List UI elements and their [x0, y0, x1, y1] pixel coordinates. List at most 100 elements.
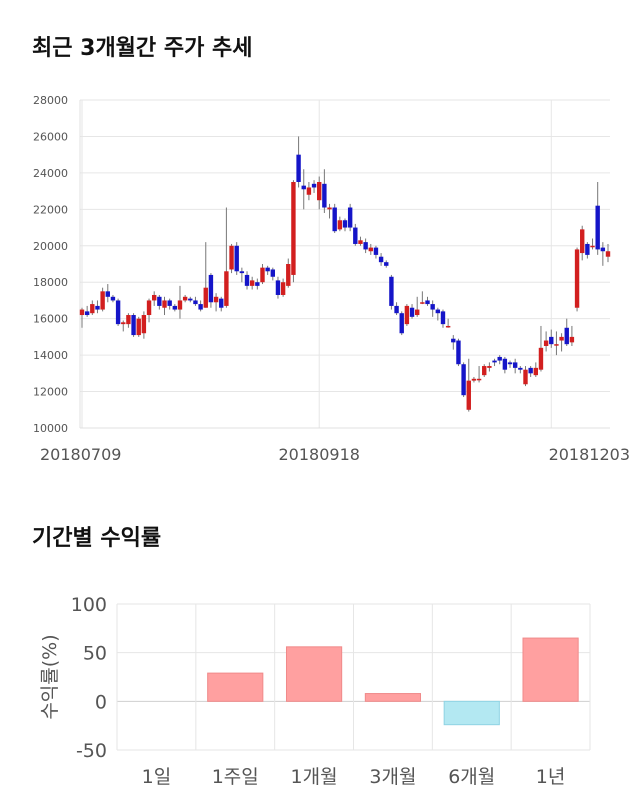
candle-body [317, 182, 322, 201]
candle-body [600, 247, 606, 252]
candle-body [466, 380, 471, 410]
returns-x-tick: 1년 [536, 766, 566, 788]
returns-x-tick: 1개월 [291, 766, 338, 788]
candle-body [595, 205, 600, 250]
price-y-tick: 14000 [33, 349, 68, 362]
returns-x-tick: 1주일 [212, 766, 259, 788]
price-y-tick: 20000 [33, 240, 68, 253]
price-y-tick: 28000 [33, 94, 68, 107]
candle-body [549, 336, 554, 345]
candle-body [497, 356, 502, 361]
candle-body [213, 296, 219, 303]
candle-body [363, 242, 368, 250]
candle-body [492, 360, 497, 363]
candle-body [389, 276, 394, 306]
candle-body [146, 300, 152, 316]
candle-body [358, 240, 363, 244]
candle-body [404, 305, 410, 325]
returns-y-tick: 0 [95, 691, 107, 713]
candle-body [79, 309, 85, 316]
candle-body [265, 267, 270, 272]
candle-body [327, 207, 332, 210]
returns-x-tick: 1일 [142, 766, 172, 788]
candle-body [471, 378, 477, 381]
candle-body [255, 282, 260, 286]
candle-body [198, 304, 203, 310]
candle-body [342, 220, 348, 228]
candle-body [306, 187, 312, 195]
candle-body [301, 185, 306, 190]
candle-body [280, 282, 286, 295]
candle-body [564, 327, 569, 345]
returns-title: 기간별 수익률 [32, 526, 162, 551]
candle-body [451, 338, 456, 343]
return-bar [207, 672, 264, 702]
price-y-tick: 10000 [33, 422, 68, 435]
candle-body [420, 302, 425, 304]
candle-body [208, 274, 214, 303]
candle-body [368, 247, 373, 252]
candle-body [378, 256, 384, 263]
candle-body [373, 247, 379, 255]
price-trend-title: 최근 3개월간 주가 추세 [32, 36, 253, 61]
returns-bar-chart: 100 50 0 -50 수익률(%) 1일 1주일 1개월 3개월 6개월 1년 [39, 594, 591, 788]
candle-body [322, 183, 327, 208]
candle-body [260, 267, 265, 283]
candle-body [554, 344, 559, 346]
candle-body [461, 364, 466, 396]
candle-body [518, 367, 523, 370]
candle-body [234, 245, 239, 272]
candle-body [440, 311, 446, 325]
candle-body [249, 280, 255, 286]
candle-body [512, 362, 518, 368]
candle-body [131, 315, 136, 336]
candle-body [502, 358, 508, 370]
candle-body [270, 269, 276, 277]
candle-body [574, 249, 580, 308]
candle-body [151, 294, 157, 301]
candle-body [487, 366, 492, 368]
price-y-tick: 18000 [33, 276, 68, 289]
candle-body [126, 315, 131, 325]
return-bar [443, 700, 500, 726]
returns-x-tick: 3개월 [369, 766, 416, 788]
candle-body [332, 207, 337, 232]
returns-y-tick: 100 [71, 594, 107, 616]
candle-body [430, 304, 435, 310]
price-y-tick: 22000 [33, 203, 68, 216]
candle-body [172, 305, 178, 310]
candle-body [590, 245, 595, 248]
candle-body [105, 291, 110, 297]
candle-body [476, 378, 482, 381]
candle-body [244, 274, 250, 286]
price-y-tick: 24000 [33, 167, 68, 180]
candle-body [157, 296, 162, 306]
candles [79, 136, 611, 412]
candle-body [188, 298, 193, 301]
candle-body [528, 367, 533, 374]
candle-body [291, 182, 296, 275]
candle-body [409, 307, 415, 317]
return-bar [364, 693, 422, 702]
price-y-tick: 12000 [33, 386, 68, 399]
candle-body [182, 296, 188, 301]
candle-body [384, 262, 389, 266]
candle-body [286, 264, 291, 286]
candle-body [311, 183, 317, 188]
candle-body [115, 300, 121, 325]
candle-body [580, 229, 585, 254]
candle-body [445, 325, 451, 328]
candle-body [523, 369, 528, 385]
candlestick-chart: 28000 26000 24000 22000 20000 18000 16000 14000… [33, 94, 630, 464]
price-y-tick: 16000 [33, 313, 68, 326]
candle-body [435, 309, 441, 314]
returns-y-tick: -50 [76, 740, 107, 762]
candle-body [90, 304, 95, 314]
candle-body [100, 291, 105, 310]
candle-body [110, 296, 116, 301]
candle-body [569, 336, 575, 343]
candle-body [559, 336, 564, 341]
candle-body [394, 305, 399, 314]
candle-body [507, 362, 513, 365]
candle-body [141, 315, 147, 334]
